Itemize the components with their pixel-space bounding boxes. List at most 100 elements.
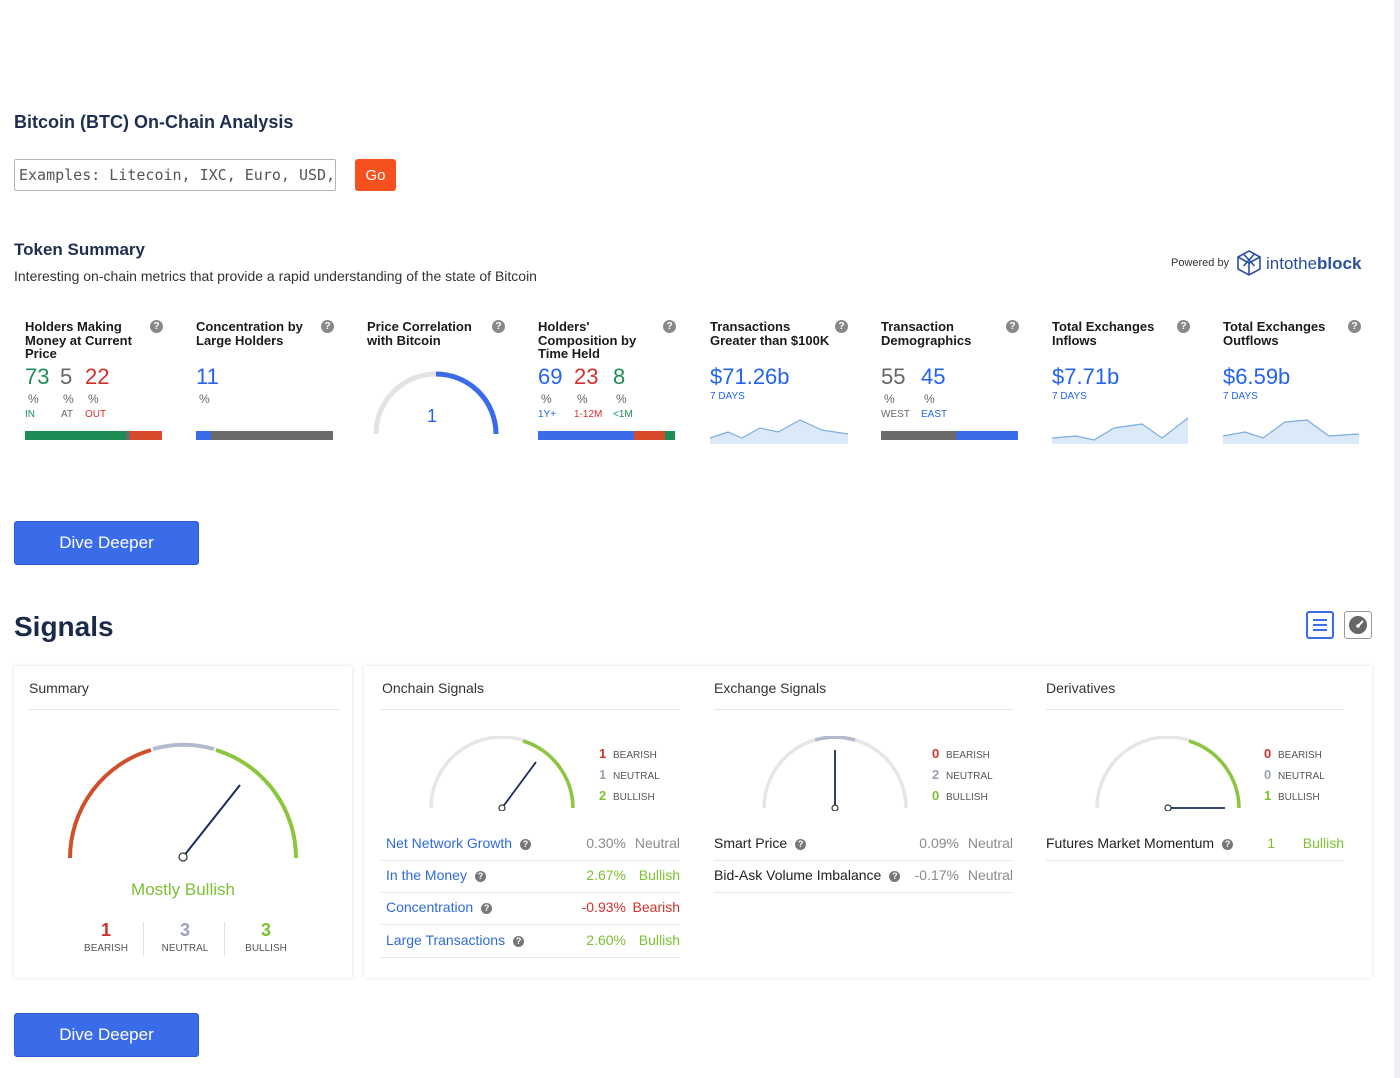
signal-status: Bullish [1302,835,1344,851]
question-circle-icon[interactable]: ? [835,320,848,333]
question-circle-icon[interactable]: ? [1177,320,1190,333]
metric-caption-west: WEST [881,409,910,420]
metric-concentration-large-holders: Concentration by Large Holders ? 11 % [196,320,336,440]
signal-name-link[interactable]: Net Network Growth? [386,835,532,851]
metric-bar [538,431,675,440]
metric-unit: % [884,392,895,406]
page-scrollbar-track [1394,0,1400,1078]
count-value: 3 [260,920,271,940]
summary-count-bullish: 3 BULLISH [226,920,306,954]
legend-label: BEARISH [1278,750,1322,761]
metric-title: Price Correlation with Bitcoin [367,319,472,348]
question-circle-icon[interactable]: ? [1222,839,1234,850]
metric-value-1m: 8 [613,364,626,389]
sparkline-chart [710,419,848,444]
question-circle-icon[interactable]: ? [520,839,532,850]
signal-name-link[interactable]: Bid-Ask Volume Imbalance? [714,867,901,883]
signal-status: Bearish [632,899,680,915]
question-circle-icon[interactable]: ? [1348,320,1361,333]
question-circle-icon[interactable]: ? [481,903,493,914]
legend-count: 0 [932,746,940,761]
signal-name-link[interactable]: In the Money? [386,867,486,883]
dive-deeper-button-signals[interactable]: Dive Deeper [14,1013,199,1057]
metric-unit: % [541,392,552,406]
gauge-view-button[interactable] [1344,611,1372,639]
signal-pct: 2.60% [586,932,626,948]
signal-name-link[interactable]: Concentration? [386,899,493,915]
token-summary-subtitle: Interesting on-chain metrics that provid… [14,268,537,284]
go-button[interactable]: Go [355,159,396,191]
onchain-gauge [429,736,575,811]
exchange-legend: 0 BEARISH 2 NEUTRAL 0 BULLISH [932,744,993,807]
search-input[interactable] [14,159,336,191]
legend-count: 1 [599,767,607,782]
signal-row-in-the-money[interactable]: In the Money? 2.67% Bullish [381,861,680,893]
metric-transactions-100k: Transactions Greater than $100K ? $71.26… [710,320,850,444]
metric-value: $7.71b [1052,364,1120,389]
metric-caption-in: IN [25,409,35,420]
dive-deeper-button[interactable]: Dive Deeper [14,521,199,565]
bar-segment-in [25,431,127,440]
list-view-button[interactable] [1306,611,1334,639]
legend-label: NEUTRAL [946,771,993,782]
metric-caption-1m: <1M [613,409,633,420]
metric-value: $6.59b [1223,364,1291,389]
question-circle-icon[interactable]: ? [795,839,807,850]
question-circle-icon[interactable]: ? [889,871,901,882]
question-circle-icon[interactable]: ? [492,320,505,333]
bar-segment-east [956,431,1018,440]
signal-row-smart-price[interactable]: Smart Price? 0.09% Neutral [714,829,1013,861]
signal-status: Neutral [634,835,680,851]
legend-count: 2 [932,767,940,782]
question-circle-icon[interactable]: ? [321,320,334,333]
legend-count: 0 [1264,746,1272,761]
metric-value-1y: 69 [538,364,563,389]
metric-caption-east: EAST [921,409,948,420]
bar-segment-1m [665,431,675,440]
metric-caption: 7 DAYS [1052,391,1087,402]
signal-row-large-transactions[interactable]: Large Transactions? 2.60% Bullish [381,926,680,958]
summary-count-bearish: 1 BEARISH [66,920,146,954]
summary-gauge [68,742,298,862]
signal-pct: -0.93% [581,899,626,915]
metric-unit: % [63,392,74,406]
legend-bullish: 1 BULLISH [1264,786,1325,807]
signal-name-link[interactable]: Smart Price? [714,835,807,851]
question-circle-icon[interactable]: ? [1006,320,1019,333]
metric-unit: % [88,392,99,406]
correlation-value: 1 [427,406,438,426]
metric-unit: % [199,392,210,406]
signal-pct: 0.30% [586,835,626,851]
signal-name-link[interactable]: Large Transactions? [386,932,525,948]
onchain-legend: 1 BEARISH 1 NEUTRAL 2 BULLISH [599,744,660,807]
signal-row-futures-momentum[interactable]: Futures Market Momentum? 1 Bullish [1046,829,1344,861]
signal-row-concentration[interactable]: Concentration? -0.93% Bearish [381,893,680,925]
signal-status: Neutral [967,867,1013,883]
signal-row-bid-ask-imbalance[interactable]: Bid-Ask Volume Imbalance? -0.17% Neutral [714,861,1013,893]
signal-name: In the Money [386,867,467,883]
signal-row-net-network-growth[interactable]: Net Network Growth? 0.30% Neutral [381,829,680,861]
legend-bearish: 0 BEARISH [932,744,993,765]
signal-name: Large Transactions [386,932,506,948]
metric-unit: % [577,392,588,406]
metric-value: 11 [196,364,219,389]
exchange-signals-title: Exchange Signals [714,680,827,696]
derivatives-title: Derivatives [1046,680,1116,696]
signal-name-link[interactable]: Futures Market Momentum? [1046,835,1234,851]
metric-transaction-demographics: Transaction Demographics ? 55 45 % % WES… [881,320,1021,440]
legend-bullish: 0 BULLISH [932,786,993,807]
brand-wordmark-bold: block [1317,254,1362,273]
brand-wordmark[interactable]: intotheblock [1266,254,1361,274]
count-value: 3 [179,920,190,940]
signal-name: Net Network Growth [386,835,513,851]
metric-exchange-inflows: Total Exchanges Inflows ? $7.71b 7 DAYS [1052,320,1192,444]
metric-value-east: 45 [921,364,946,389]
question-circle-icon[interactable]: ? [513,936,525,947]
metric-value-at: 5 [60,364,73,389]
question-circle-icon[interactable]: ? [150,320,163,333]
question-circle-icon[interactable]: ? [474,871,486,882]
metric-holders-composition: Holders' Composition by Time Held ? 69 2… [538,320,678,440]
bar-segment-out [130,431,162,440]
question-circle-icon[interactable]: ? [663,320,676,333]
metric-unit: % [924,392,935,406]
